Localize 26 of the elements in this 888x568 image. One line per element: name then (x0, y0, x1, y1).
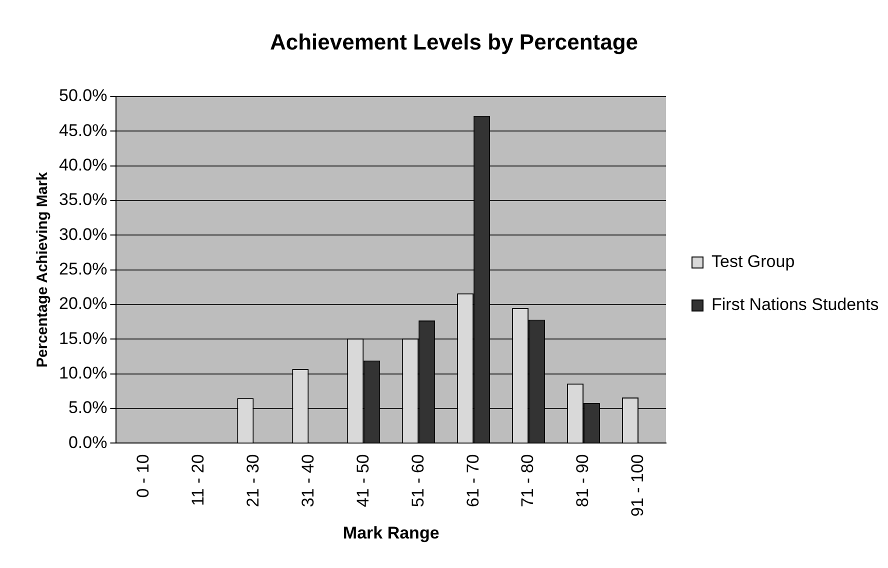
x-tick-label: 71 - 80 (518, 454, 538, 508)
y-tick-label: 0.0% (68, 432, 108, 452)
x-axis-title: Mark Range (342, 523, 440, 542)
y-tick-label: 20.0% (59, 294, 108, 314)
legend-label: Test Group (712, 252, 795, 272)
y-tick-label: 15.0% (59, 328, 108, 348)
y-tick-label: 35.0% (59, 190, 108, 210)
y-tick-label: 10.0% (59, 364, 108, 383)
x-tick-label: 51 - 60 (408, 454, 428, 508)
y-tick-label: 50.0% (59, 86, 108, 106)
x-tick-label: 21 - 30 (243, 454, 262, 508)
chart-title: Achievement Levels by Percentage (270, 29, 638, 54)
y-tick-label: 30.0% (59, 224, 108, 244)
x-tick-label: 31 - 40 (298, 454, 318, 508)
y-tick-label: 25.0% (59, 259, 108, 278)
legend-label: First Nations Students (712, 295, 879, 314)
x-tick-label: 61 - 70 (463, 454, 482, 508)
y-tick-label: 40.0% (59, 155, 108, 174)
x-tick-label: 41 - 50 (353, 454, 372, 508)
x-tick-label: 0 - 10 (133, 454, 152, 498)
y-axis-title: Percentage Achieving Mark (34, 171, 52, 368)
y-tick-label: 45.0% (59, 120, 108, 140)
y-tick-label: 5.0% (68, 398, 108, 418)
x-tick-label: 11 - 20 (188, 454, 208, 506)
x-tick-label: 81 - 90 (573, 454, 592, 508)
x-tick-label: 91 - 100 (628, 454, 648, 517)
